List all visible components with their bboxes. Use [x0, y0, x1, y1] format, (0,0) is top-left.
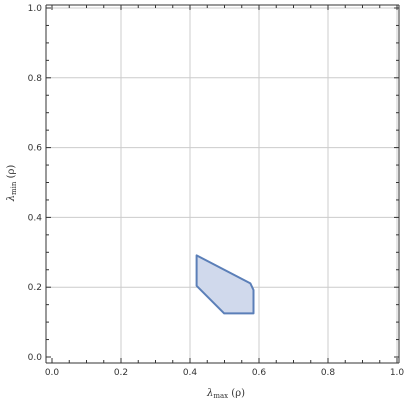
y-axis-label: λmin (ρ) [6, 165, 18, 203]
y-tick-label: 0.2 [28, 283, 42, 293]
x-tick-label: 0.8 [321, 368, 336, 378]
y-tick-label: 1.0 [28, 4, 43, 14]
x-tick-label: 0.0 [45, 368, 60, 378]
x-tick-label: 0.2 [114, 368, 128, 378]
plot-frame [45, 4, 400, 364]
y-tick-label: 0.4 [28, 213, 43, 223]
y-tick-label: 0.8 [28, 74, 43, 84]
x-tick-label: 0.6 [252, 368, 267, 378]
x-axis-label: λmax (ρ) [206, 388, 245, 400]
x-tick-label: 1.0 [390, 368, 404, 378]
y-tick-label: 0.6 [28, 144, 43, 154]
axis-ticks [46, 5, 399, 363]
y-tick-label: 0.0 [28, 353, 43, 363]
plot-region-layer [195, 254, 255, 315]
feasible-region [195, 254, 255, 315]
x-tick-label: 0.4 [183, 368, 198, 378]
tick-labels: 0.0 0.2 0.4 0.6 0.8 1.0 0.0 0.2 0.4 0.6 0.8 1.0 [28, 4, 404, 378]
